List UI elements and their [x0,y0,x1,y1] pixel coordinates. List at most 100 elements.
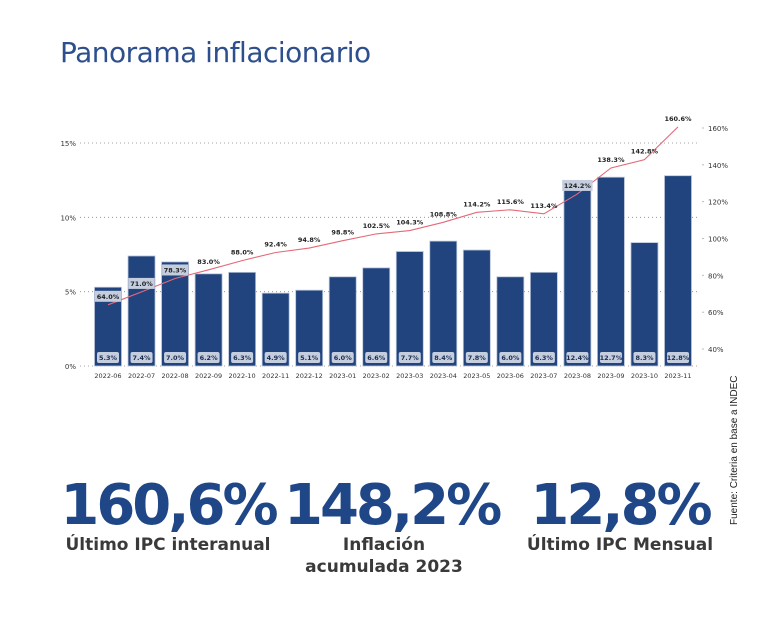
bar [664,175,692,367]
bar-value-badge [465,352,488,363]
right-tick-label: 80% [708,272,724,280]
stat-label: Último IPC Mensual [526,535,714,555]
bar [395,251,424,367]
x-axis: 2022-06 2022-07 2022-08 2022-09 2022-10 2022-… [94,372,691,380]
bar-value-label: 6.0% [334,354,353,362]
bar-value-label: 5.1% [300,354,319,362]
x-tick-label: 2023-09 [597,372,624,380]
x-tick-label: 2023-03 [396,372,423,380]
bar [597,176,625,367]
right-tick-label: 120% [708,199,728,207]
right-tick-label: 40% [708,346,724,354]
x-tick-label: 2023-08 [564,372,591,380]
x-tick-label: 2023-04 [430,372,457,380]
bar-value-badge [130,352,153,363]
stat-interanual: 160,6% Último IPC interanual [58,478,278,556]
x-tick-label: 2023-11 [664,372,691,380]
bar-value-label: 6.6% [367,354,386,362]
line-label-bg [162,264,189,276]
line-value-label: 108.8% [430,210,458,218]
line-value-label: 92.4% [264,240,287,248]
source-note: Fuente: Criteria en base a INDEC [729,375,740,525]
bar-series: 5.3% 7.4% 7.0% 6.2% 6.3% 4.9% 5.1% 6.0% 6.6% 7.7%… [94,175,692,367]
bar-value-label: 4.9% [267,354,286,362]
bar-value-badge [633,352,656,363]
bar-value-badge [432,352,455,363]
line-value-label: 115.6% [497,198,525,206]
x-tick-label: 2022-12 [296,372,323,380]
bar-value-label: 6.3% [535,354,554,362]
bar-value-badge [264,352,287,363]
bar [228,271,257,367]
stat-value: 12,8% [530,473,712,538]
line-value-label: 104.3% [396,219,424,227]
bar [194,273,223,367]
bar [529,271,558,367]
x-tick-label: 2023-10 [631,372,658,380]
bar [429,240,458,367]
line-value-label: 64.0% [97,293,120,301]
bar-value-badge [499,352,522,363]
x-tick-label: 2023-01 [329,372,356,380]
bar-value-label: 7.0% [166,354,185,362]
bar [328,276,357,367]
line-value-label: 88.0% [231,249,254,257]
bar-value-badge [164,352,187,363]
interanual-line [107,126,679,306]
left-tick-label: 0% [65,363,76,371]
bar-value-label: 12.7% [600,354,623,362]
bar-value-label: 7.7% [401,354,420,362]
bar [563,181,592,367]
bar-value-badge [298,352,321,363]
stat-value: 160,6% [60,473,278,538]
chart-grid [80,142,700,367]
bar-value-badge [532,352,555,363]
bar-value-label: 7.8% [468,354,487,362]
bar-value-label: 6.3% [233,354,252,362]
page-title: Panorama inflacionario [60,36,371,69]
stat-value: 148,2% [284,473,502,538]
left-tick-label: 10% [60,214,76,222]
right-tick-label: 60% [708,309,724,317]
left-tick-label: 5% [65,289,76,297]
bar-value-label: 6.2% [200,354,219,362]
line-series: 64.0% 71.0% 78.3% 83.0% 88.0% 92.4% 94.8% 98.8%… [95,115,692,306]
inflation-chart: 0% 5% 10% 15% 40% 60% 80% 100% 120% 140% 160% 5.3… [60,115,728,380]
line-value-label: 83.0% [197,258,220,266]
left-axis: 0% 5% 10% 15% [60,140,76,371]
x-tick-label: 2023-02 [363,372,390,380]
line-label-bg [562,179,593,191]
right-tick-label: 100% [708,236,728,244]
line-value-label: 78.3% [164,266,187,274]
bar [462,249,491,367]
right-axis: 40% 60% 80% 100% 120% 140% 160% [702,125,728,354]
x-tick-label: 2023-06 [497,372,524,380]
line-value-label: 98.8% [331,229,354,237]
x-tick-label: 2022-06 [94,372,121,380]
bar-value-badge [97,352,119,363]
bar-value-label: 8.4% [434,354,453,362]
x-tick-label: 2023-05 [463,372,490,380]
bar-value-badge [231,352,254,363]
bar [362,267,391,367]
line-value-label: 102.5% [363,222,391,230]
bar-value-label: 8.3% [635,354,654,362]
left-tick-label: 15% [60,140,76,148]
bar-value-badge [398,352,421,363]
right-tick-label: 160% [708,125,728,133]
bar-value-badge [331,352,354,363]
x-tick-label: 2022-10 [229,372,256,380]
x-tick-label: 2022-09 [195,372,222,380]
bar-value-label: 6.0% [501,354,520,362]
stat-mensual: 12,8% Último IPC Mensual [520,478,720,556]
bar-value-label: 7.4% [133,354,152,362]
bar-value-badge [365,352,388,363]
line-label-bg [128,277,155,289]
x-tick-label: 2022-08 [161,372,188,380]
bar-value-badge [566,352,589,363]
bar-value-label: 12.4% [566,354,589,362]
bar [127,255,156,367]
line-value-label: 114.2% [463,200,491,208]
bar [630,242,659,367]
line-value-label: 138.3% [597,156,625,164]
